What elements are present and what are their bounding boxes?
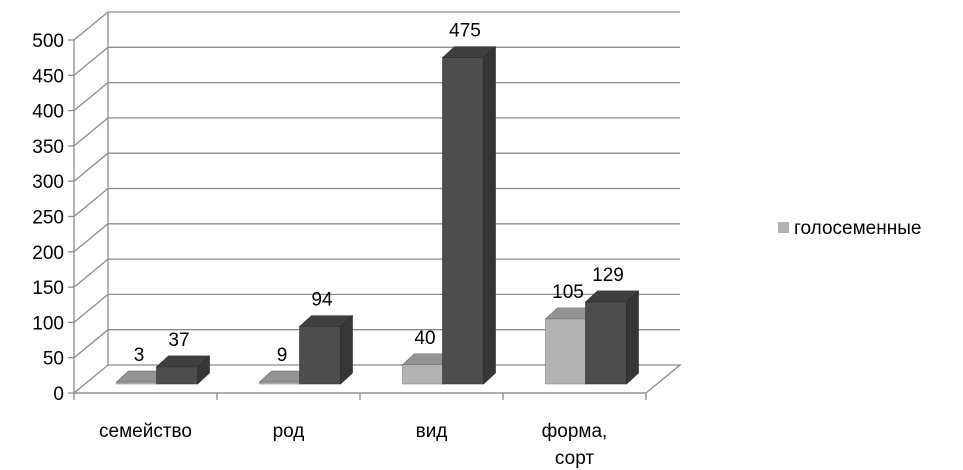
- y-tick-label: 150: [32, 278, 64, 299]
- gridline: [73, 258, 680, 288]
- y-tick-label: 400: [32, 102, 64, 123]
- x-category-label: вид: [416, 421, 448, 442]
- gridline: [73, 46, 680, 76]
- y-tick-label: 200: [32, 243, 64, 264]
- y-tick-label: 500: [32, 31, 64, 52]
- y-tick-label: 50: [43, 349, 64, 370]
- legend-label: голосеменные: [794, 218, 921, 239]
- bar: [298, 314, 354, 385]
- x-category-label: род: [273, 421, 305, 442]
- bar: [584, 290, 640, 385]
- data-label: 129: [592, 265, 624, 286]
- data-label: 37: [168, 330, 189, 351]
- chart-bars: 3 37 9 94 40 475 105 129: [115, 21, 640, 385]
- gridline: [73, 11, 680, 41]
- y-tick-label: 250: [32, 208, 64, 229]
- data-label: 9: [277, 345, 288, 366]
- y-tick-label: 300: [32, 172, 64, 193]
- gridline: [73, 187, 680, 218]
- legend-swatch: [778, 222, 789, 233]
- data-label: 475: [449, 21, 481, 42]
- data-label: 40: [414, 328, 435, 349]
- gridline: [73, 81, 680, 112]
- data-label: 94: [311, 290, 333, 311]
- gridline: [73, 223, 680, 253]
- legend: голосеменные: [778, 218, 921, 239]
- y-tick-label: 350: [32, 137, 64, 158]
- x-category-label: семейство: [99, 421, 192, 442]
- data-label: 105: [552, 282, 584, 303]
- data-label: 3: [134, 345, 145, 366]
- bar: [441, 45, 497, 385]
- y-tick-label: 100: [32, 313, 64, 334]
- y-tick-label: 450: [32, 66, 64, 87]
- gridline: [73, 152, 680, 182]
- chart-axes: 0 50 100 150 200 250 300 350 400 450 500 семейство р…: [32, 31, 647, 469]
- gridline: [73, 117, 680, 147]
- y-tick-label: 0: [53, 384, 64, 405]
- bar: [155, 355, 211, 385]
- x-category-label: форма, сорт: [542, 421, 608, 469]
